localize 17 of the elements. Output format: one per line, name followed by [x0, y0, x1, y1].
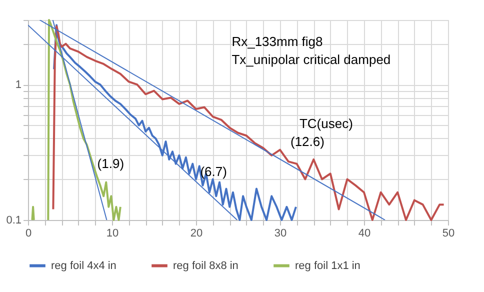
- x-tick-label: 0: [25, 228, 32, 240]
- x-tick-label: 10: [106, 228, 119, 240]
- annotation: Rx_133mm fig8: [232, 34, 323, 49]
- annotation: Tx_unipolar critical damped: [232, 52, 391, 67]
- x-tick-label: 50: [442, 228, 455, 240]
- annotation: (6.7): [200, 164, 227, 179]
- x-tick-label: 30: [274, 228, 287, 240]
- annotation: (12.6): [290, 134, 324, 149]
- x-axis-title: TC(usec): [299, 116, 353, 131]
- y-tick-label: 1: [15, 79, 22, 92]
- legend-label: reg foil 1x1 in: [295, 260, 360, 272]
- annotation: (1.9): [97, 156, 124, 171]
- x-tick-label: 20: [190, 228, 203, 240]
- x-tick-label: 40: [358, 228, 371, 240]
- y-tick-label: 0.1: [6, 214, 22, 226]
- legend-label: reg foil 4x4 in: [51, 260, 116, 272]
- legend-label: reg foil 8x8 in: [173, 260, 238, 272]
